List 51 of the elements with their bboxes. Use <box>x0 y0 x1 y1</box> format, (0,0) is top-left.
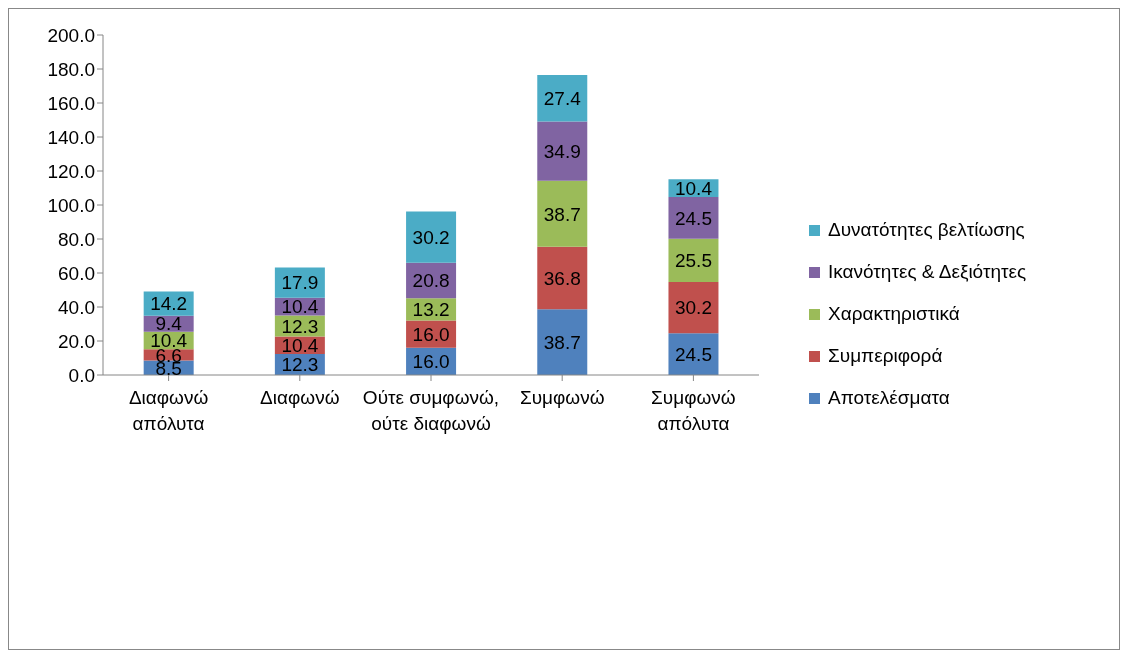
data-label: 25.5 <box>674 250 712 272</box>
data-label: 38.7 <box>543 331 581 353</box>
data-label: 9.4 <box>155 313 183 335</box>
data-label: 10.4 <box>281 334 319 356</box>
y-tick-label: 200.0 <box>47 24 95 46</box>
data-label: 30.2 <box>412 226 450 248</box>
legend-label: Συμπεριφορά <box>828 345 943 367</box>
data-label: 12.3 <box>281 354 319 376</box>
data-label: 16.0 <box>412 351 450 373</box>
bar <box>406 211 457 263</box>
data-label: 17.9 <box>281 272 319 294</box>
x-tick-label: Διαφωνώ <box>260 387 340 409</box>
y-tick-label: 180.0 <box>47 58 95 80</box>
x-tick-label: Συμφωνώ <box>519 387 605 409</box>
data-label: 14.2 <box>150 293 188 315</box>
data-label: 34.9 <box>543 140 581 162</box>
y-tick-label: 40.0 <box>58 296 95 318</box>
data-label: 13.2 <box>412 299 450 321</box>
data-label: 27.4 <box>543 87 582 109</box>
bar <box>668 282 719 334</box>
x-tick-label: Συμφωνώ απόλυτα <box>651 387 736 435</box>
data-label: 30.2 <box>674 297 712 319</box>
x-tick-label: Διαφωνώ απόλυτα <box>128 387 209 435</box>
data-label: 10.4 <box>281 296 319 318</box>
data-label: 16.0 <box>412 323 450 345</box>
y-tick-label: 120.0 <box>47 160 95 182</box>
bar <box>537 180 588 247</box>
bar <box>537 121 588 181</box>
legend-label: Χαρακτηριστικά <box>828 303 960 325</box>
bar <box>537 74 588 122</box>
data-label: 36.8 <box>543 267 581 289</box>
bar <box>537 309 588 375</box>
data-label: 24.5 <box>674 343 712 365</box>
x-tick-label: Ούτε συμφωνώ, ούτε διαφωνώ <box>362 387 500 435</box>
legend-label: Δυνατότητες βελτίωσης <box>828 219 1025 241</box>
y-tick-label: 100.0 <box>47 194 95 216</box>
legend-label: Αποτελέσματα <box>828 387 950 409</box>
y-tick-label: 80.0 <box>58 228 95 250</box>
y-tick-label: 0.0 <box>68 364 95 386</box>
y-tick-label: 140.0 <box>47 126 95 148</box>
y-tick-label: 20.0 <box>58 330 95 352</box>
legend-label: Ικανότητες & Δεξιότητες <box>828 261 1027 283</box>
y-tick-label: 60.0 <box>58 262 95 284</box>
data-label: 38.7 <box>543 203 581 225</box>
y-tick-label: 160.0 <box>47 92 95 114</box>
data-label: 10.4 <box>674 177 713 199</box>
data-label: 24.5 <box>674 207 712 229</box>
bar <box>537 246 588 310</box>
data-label: 12.3 <box>281 315 319 337</box>
data-label: 20.8 <box>412 270 450 292</box>
bar <box>668 197 719 239</box>
